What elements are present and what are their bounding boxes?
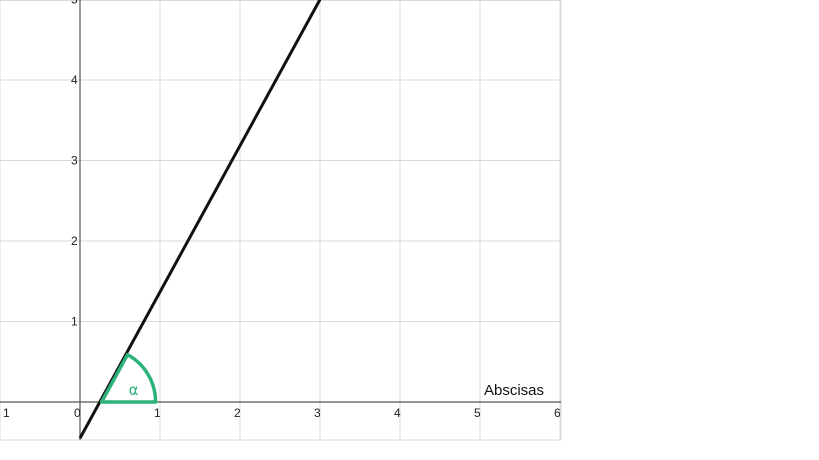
x-tick-label: 5 [474, 406, 481, 420]
x-tick-label: 0 [74, 406, 81, 420]
y-tick-label: 2 [71, 234, 78, 248]
y-tick-label: 4 [71, 73, 78, 87]
x-tick-label: 2 [234, 406, 241, 420]
angle-arc [99, 352, 158, 404]
y-tick-label: 3 [71, 154, 78, 168]
x-tick-label: 1 [3, 406, 10, 420]
annotations: α [99, 352, 158, 404]
x-tick-label: 1 [154, 406, 161, 420]
grid [0, 0, 562, 441]
x-tick-label: 6 [554, 406, 561, 420]
angle-label: α [129, 381, 139, 399]
x-tick-label: 4 [394, 406, 401, 420]
x-tick-label: 3 [314, 406, 321, 420]
y-tick-label: 5 [71, 0, 78, 7]
y-tick-label: 1 [71, 315, 78, 329]
axes [0, 0, 561, 440]
x-axis-label: Abscisas [484, 382, 544, 399]
tick-labels: 1 0 1 2 3 4 5 6 1 2 3 4 5 [3, 0, 561, 420]
